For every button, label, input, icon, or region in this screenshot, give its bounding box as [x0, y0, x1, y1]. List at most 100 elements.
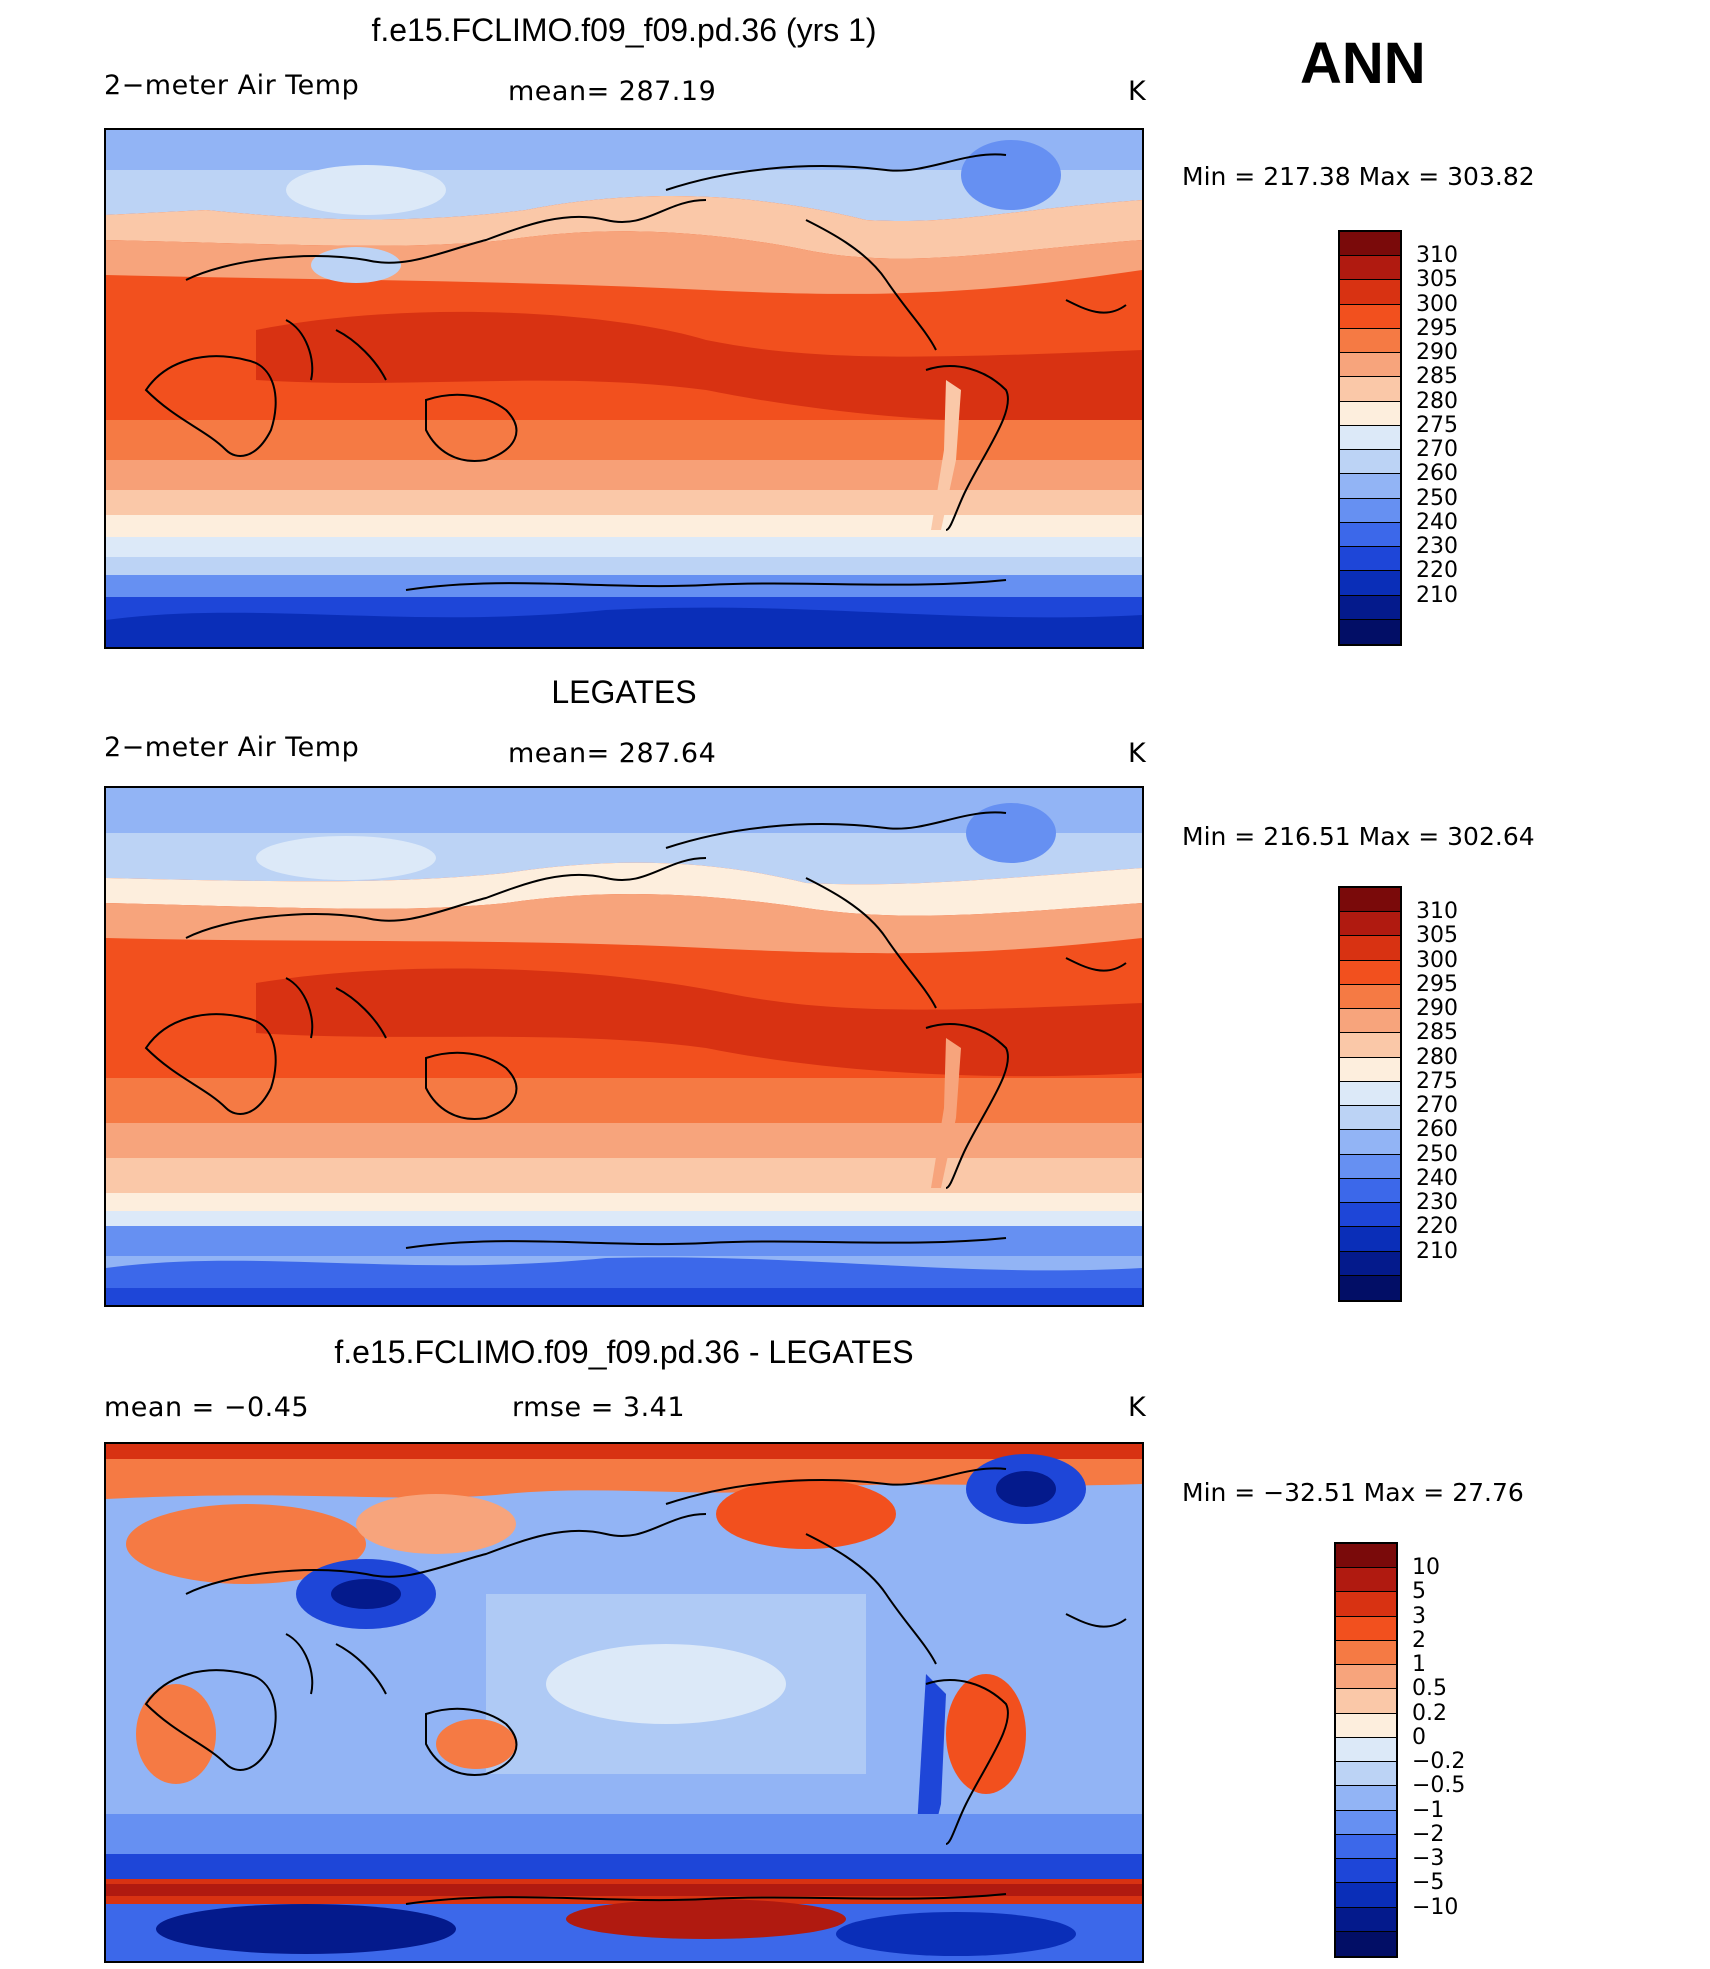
season-label: ANN — [1300, 31, 1426, 96]
colorbar-swatch — [1336, 1907, 1396, 1932]
colorbar-label: −2 — [1412, 1821, 1445, 1847]
colorbar-swatch — [1340, 232, 1400, 257]
colorbar-swatch — [1336, 1713, 1396, 1738]
colorbar-label: 270 — [1416, 437, 1458, 463]
difference-field — [106, 1444, 1142, 1961]
colorbar-label: 5 — [1412, 1579, 1426, 1605]
colorbar-swatch — [1336, 1931, 1396, 1956]
colorbar-label: 0.5 — [1412, 1676, 1447, 1702]
colorbar-label: 240 — [1416, 509, 1458, 535]
colorbar-swatch — [1340, 1057, 1400, 1082]
colorbar-swatch — [1336, 1665, 1396, 1690]
colorbar-label: 0.2 — [1412, 1700, 1447, 1726]
colorbar-label: 300 — [1416, 291, 1458, 317]
panel-3-rmse: rmse = 3.41 — [512, 1392, 686, 1423]
observed-temperature-field — [106, 788, 1142, 1305]
colorbar-label: 220 — [1416, 1214, 1458, 1240]
colorbar-label: 280 — [1416, 388, 1458, 414]
colorbar-swatch — [1340, 571, 1400, 596]
colorbar-swatch — [1336, 1592, 1396, 1617]
colorbar-swatch — [1340, 547, 1400, 572]
colorbar-label: −0.2 — [1412, 1749, 1466, 1775]
colorbar-swatch — [1340, 304, 1400, 329]
colorbar-label: 300 — [1416, 947, 1458, 973]
colorbar-label: 280 — [1416, 1044, 1458, 1070]
panel-1-map — [104, 128, 1144, 649]
colorbar-label: 0 — [1412, 1724, 1426, 1750]
colorbar-swatch — [1336, 1737, 1396, 1763]
colorbar-label: −0.5 — [1412, 1773, 1466, 1799]
colorbar-label: 285 — [1416, 364, 1458, 390]
model-temperature-field — [106, 130, 1142, 647]
colorbar-swatch — [1336, 1786, 1396, 1811]
colorbar-label: 295 — [1416, 315, 1458, 341]
colorbar-swatch — [1336, 1616, 1396, 1641]
panel-3-title: f.e15.FCLIMO.f09_f09.pd.36 - LEGATES — [334, 1334, 914, 1370]
panel-2-title: LEGATES — [551, 674, 697, 710]
colorbar-label: −1 — [1412, 1797, 1445, 1823]
colorbar-label: 290 — [1416, 996, 1458, 1022]
panel-1-units: K — [1128, 76, 1147, 107]
colorbar-label: 285 — [1416, 1020, 1458, 1046]
colorbar-swatch — [1340, 401, 1400, 426]
panel-1-title: f.e15.FCLIMO.f09_f09.pd.36 (yrs 1) — [371, 12, 877, 48]
colorbar-swatch — [1340, 960, 1400, 985]
colorbar-label: 260 — [1416, 461, 1458, 487]
colorbar-swatch — [1340, 256, 1400, 281]
colorbar-label: 2 — [1412, 1627, 1426, 1653]
panel-3-minmax: Min = −32.51 Max = 27.76 — [1182, 1478, 1524, 1507]
colorbar-label: 210 — [1416, 582, 1458, 608]
colorbar-swatch — [1340, 1227, 1400, 1252]
colorbar-label: 230 — [1416, 534, 1458, 560]
panel-2-units: K — [1128, 738, 1147, 769]
colorbar-label: 250 — [1416, 1141, 1458, 1167]
colorbar-label: 275 — [1416, 412, 1458, 438]
colorbar-swatch — [1340, 984, 1400, 1010]
colorbar-label: 230 — [1416, 1190, 1458, 1216]
colorbar-label: 310 — [1416, 899, 1458, 925]
colorbar-label: 250 — [1416, 485, 1458, 511]
colorbar-swatch — [1340, 425, 1400, 451]
panel-1-variable: 2−meter Air Temp — [104, 70, 360, 101]
colorbar-swatch — [1340, 328, 1400, 354]
colorbar-label: 270 — [1416, 1093, 1458, 1119]
colorbar-swatch — [1340, 280, 1400, 305]
colorbar-label: 295 — [1416, 971, 1458, 997]
colorbar-label: 220 — [1416, 558, 1458, 584]
colorbar-swatch — [1336, 1544, 1396, 1569]
colorbar-label: 10 — [1412, 1555, 1440, 1581]
panel-1-mean: mean= 287.19 — [508, 76, 717, 107]
colorbar-label: −5 — [1412, 1870, 1445, 1896]
colorbar-swatch — [1340, 522, 1400, 548]
panel-2-colorbar — [1338, 886, 1402, 1302]
panel-3-colorbar — [1334, 1542, 1398, 1958]
panel-1-colorbar — [1338, 230, 1402, 646]
panel-2-minmax: Min = 216.51 Max = 302.64 — [1182, 822, 1535, 851]
panel-3-map — [104, 1442, 1144, 1963]
colorbar-swatch — [1340, 1203, 1400, 1228]
panel-1-minmax: Min = 217.38 Max = 303.82 — [1182, 162, 1535, 191]
colorbar-label: 1 — [1412, 1652, 1426, 1678]
colorbar-swatch — [1340, 450, 1400, 475]
colorbar-label: 3 — [1412, 1603, 1426, 1629]
colorbar-label: 305 — [1416, 923, 1458, 949]
colorbar-swatch — [1340, 1130, 1400, 1155]
colorbar-swatch — [1340, 1081, 1400, 1107]
colorbar-label: 275 — [1416, 1068, 1458, 1094]
colorbar-label: 260 — [1416, 1117, 1458, 1143]
colorbar-swatch — [1336, 1859, 1396, 1884]
colorbar-swatch — [1336, 1640, 1396, 1666]
colorbar-swatch — [1336, 1762, 1396, 1787]
colorbar-swatch — [1340, 1033, 1400, 1058]
colorbar-swatch — [1340, 1275, 1400, 1300]
colorbar-swatch — [1340, 474, 1400, 499]
panel-2-mean: mean= 287.64 — [508, 738, 717, 769]
panel-2-variable: 2−meter Air Temp — [104, 732, 360, 763]
colorbar-label: −10 — [1412, 1894, 1459, 1920]
colorbar-swatch — [1340, 1178, 1400, 1204]
colorbar-swatch — [1340, 1154, 1400, 1179]
colorbar-label: 210 — [1416, 1238, 1458, 1264]
colorbar-swatch — [1340, 498, 1400, 523]
colorbar-swatch — [1340, 936, 1400, 961]
colorbar-swatch — [1340, 888, 1400, 913]
